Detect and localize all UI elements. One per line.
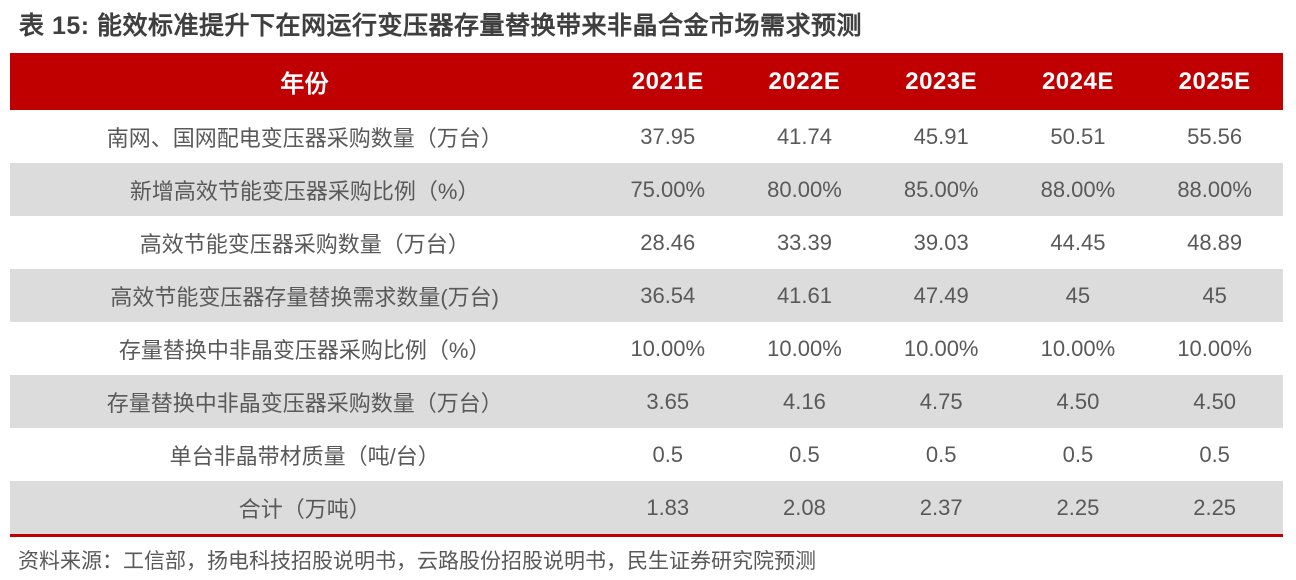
row-label: 存量替换中非晶变压器采购数量（万台） (106, 390, 503, 416)
header-cell-2022e: 2022E (736, 53, 873, 110)
cell-value: 45.91 (913, 123, 969, 149)
row-label: 高效节能变压器存量替换需求数量(万台) (110, 284, 500, 310)
table-row: 存量替换中非晶变压器采购数量（万台） 3.65 4.16 4.75 4.50 4.50 (10, 375, 1283, 428)
cell-value: 41.74 (776, 123, 832, 149)
cell-value: 10.00% (1040, 335, 1116, 361)
cell-value: 55.56 (1187, 123, 1243, 149)
row-label: 南网、国网配电变压器采购数量（万台） (106, 125, 503, 151)
table-row: 新增高效节能变压器采购比例（%） 75.00% 80.00% 85.00% 88.00%… (10, 163, 1283, 216)
cell-value: 28.46 (640, 229, 696, 255)
source-note: 资料来源：工信部，扬电科技招股说明书，云路股份招股说明书，民生证券研究院预测 (18, 550, 816, 573)
table-body: 南网、国网配电变压器采购数量（万台） 37.95 41.74 45.91 50.51 55… (10, 110, 1283, 536)
cell-value: 2.25 (1056, 494, 1100, 520)
cell-value: 4.16 (783, 388, 826, 414)
cell-value: 36.54 (640, 282, 696, 308)
row-label: 高效节能变压器采购数量（万台） (139, 231, 470, 257)
cell-value: 0.5 (1199, 441, 1230, 467)
cell-value: 41.61 (776, 282, 832, 308)
cell-value: 4.50 (1056, 388, 1100, 414)
cell-value: 39.03 (913, 229, 969, 255)
cell-value: 2.08 (783, 494, 826, 520)
row-label: 存量替换中非晶变压器采购比例（%） (118, 337, 491, 363)
table-row: 南网、国网配电变压器采购数量（万台） 37.95 41.74 45.91 50.51 55… (10, 110, 1283, 163)
cell-value: 85.00% (903, 176, 979, 202)
table-header: 年份 2021E 2022E 2023E 2024E 2025E (10, 53, 1283, 110)
cell-value: 88.00% (1040, 176, 1116, 202)
table-title: 表 15: 能效标准提升下在网运行变压器存量替换带来非晶合金市场需求预测 (19, 12, 863, 40)
header-cell-2024e: 2024E (1009, 53, 1147, 110)
cell-value: 75.00% (630, 176, 706, 202)
cell-value: 80.00% (767, 176, 842, 202)
cell-value: 44.45 (1050, 229, 1106, 255)
cell-value: 4.75 (919, 388, 963, 414)
header-cell-year-label: 年份 (10, 53, 600, 110)
table-row: 存量替换中非晶变压器采购比例（%） 10.00% 10.00% 10.00% 10.00… (10, 322, 1283, 375)
table-row: 高效节能变压器采购数量（万台） 28.46 33.39 39.03 44.45 48.89 (10, 216, 1283, 269)
cell-value: 0.5 (789, 441, 820, 467)
header-cell-2023e: 2023E (872, 53, 1010, 110)
forecast-table: 年份 2021E 2022E 2023E 2024E 2025E 南网、国网配电… (10, 53, 1283, 537)
cell-value: 2.37 (919, 494, 963, 520)
cell-value: 0.5 (1062, 441, 1094, 467)
cell-value: 3.65 (646, 388, 690, 414)
cell-value: 45 (1202, 282, 1227, 308)
cell-value: 47.49 (913, 282, 969, 308)
table-row: 高效节能变压器存量替换需求数量(万台) 36.54 41.61 47.49 45 45 (10, 269, 1283, 322)
header-cell-2021e: 2021E (599, 53, 737, 110)
cell-value: 2.25 (1193, 494, 1237, 520)
cell-value: 48.89 (1187, 229, 1243, 255)
cell-value: 45 (1065, 282, 1091, 308)
row-label: 单台非晶带材质量（吨/台） (169, 443, 440, 469)
cell-value: 37.95 (640, 123, 696, 149)
row-label: 合计（万吨） (238, 496, 371, 522)
row-label: 新增高效节能变压器采购比例（%） (129, 178, 480, 204)
cell-value: 10.00% (767, 335, 842, 361)
header-row: 年份 2021E 2022E 2023E 2024E 2025E (10, 53, 1283, 110)
cell-value: 4.50 (1193, 388, 1237, 414)
cell-value: 0.5 (652, 441, 684, 467)
cell-value: 0.5 (925, 441, 957, 467)
table-row: 单台非晶带材质量（吨/台） 0.5 0.5 0.5 0.5 0.5 (10, 428, 1283, 481)
cell-value: 10.00% (630, 335, 706, 361)
cell-value: 88.00% (1177, 176, 1252, 202)
header-cell-2025e: 2025E (1146, 53, 1283, 110)
cell-value: 33.39 (776, 229, 832, 255)
forecast-table-container: 年份 2021E 2022E 2023E 2024E 2025E 南网、国网配电… (10, 53, 1283, 537)
table-row: 合计（万吨） 1.83 2.08 2.37 2.25 2.25 (10, 481, 1283, 536)
cell-value: 10.00% (1177, 335, 1252, 361)
cell-value: 10.00% (903, 335, 979, 361)
cell-value: 50.51 (1050, 123, 1106, 149)
cell-value: 1.83 (646, 494, 690, 520)
